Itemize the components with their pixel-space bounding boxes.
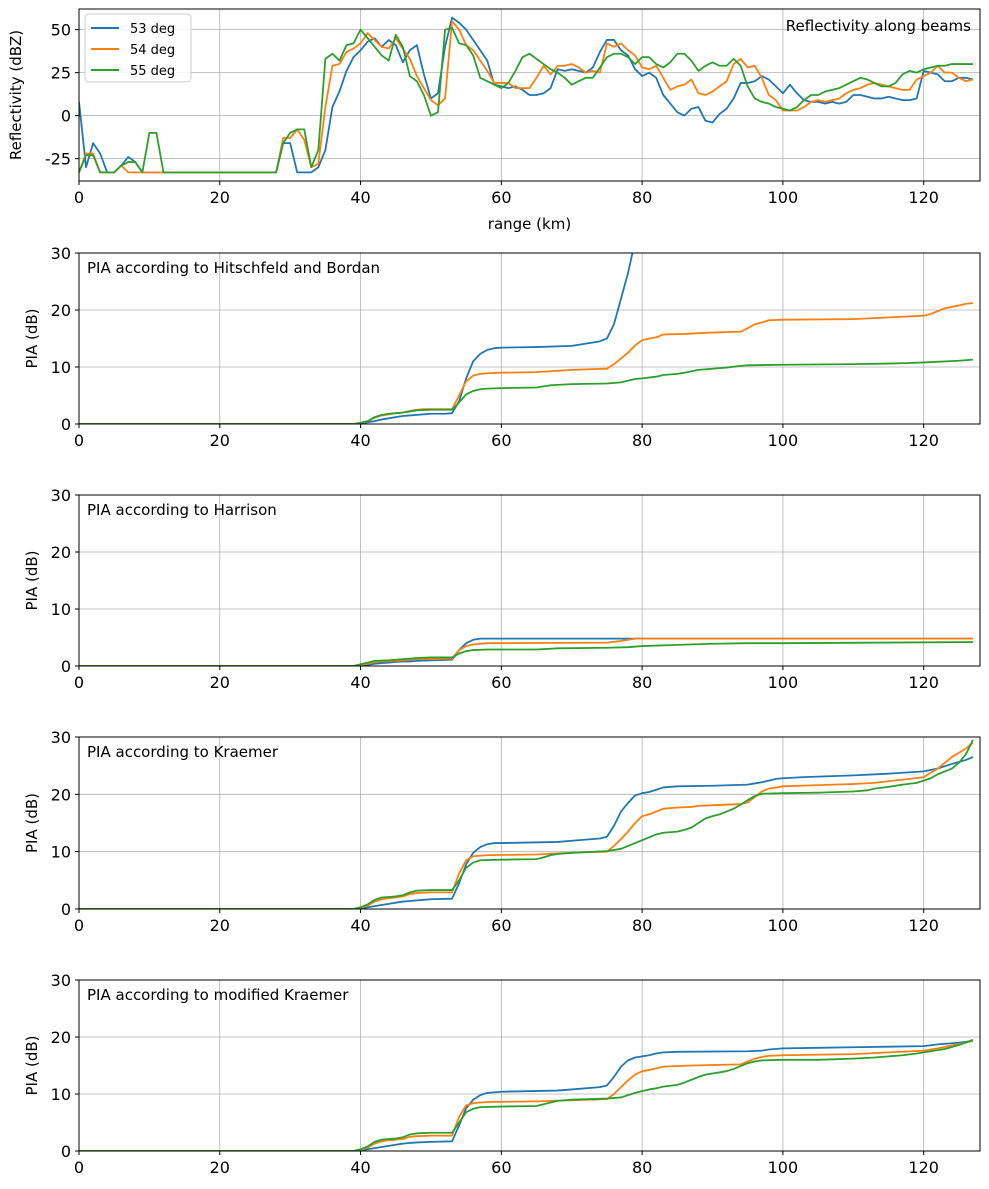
x-tick-label: 0 xyxy=(74,916,84,935)
legend-entry-2: 54 deg xyxy=(130,43,175,58)
y-tick-label: 20 xyxy=(51,785,71,804)
series-line-2 xyxy=(79,1040,974,1151)
series-line-3 xyxy=(79,1039,974,1151)
x-tick-label: 40 xyxy=(350,188,370,207)
x-tick-label: 40 xyxy=(350,431,370,450)
chart-panel-3: 0 20 40 60 80 100 120 0 10 20 30 PIA (dB) PIA accord… xyxy=(23,486,981,692)
y-tick-label: 0 xyxy=(61,1142,71,1161)
x-tick-label: 0 xyxy=(74,188,84,207)
x-tick-label: 60 xyxy=(491,1158,511,1177)
y-axis-label: PIA (dB) xyxy=(23,1035,41,1095)
axes-frame xyxy=(78,8,981,182)
x-tick-label: 120 xyxy=(908,188,939,207)
series-line-3 xyxy=(79,641,973,666)
x-tick-label: 0 xyxy=(74,1158,84,1177)
y-tick-label: 30 xyxy=(51,244,71,263)
y-tick-label: 20 xyxy=(51,543,71,562)
panel-annotation: PIA according to Kraemer xyxy=(87,743,279,761)
axes-frame xyxy=(78,979,981,1152)
y-tick-label: 10 xyxy=(51,358,71,377)
y-axis-label: PIA (dB) xyxy=(23,550,41,610)
x-tick-label: 120 xyxy=(908,1158,939,1177)
y-tick-label: 0 xyxy=(61,900,71,919)
chart-panel-5: 0 20 40 60 80 100 120 0 10 20 30 PIA (dB) PIA accord… xyxy=(23,971,981,1177)
y-axis-label: PIA (dB) xyxy=(23,308,41,368)
y-tick-label: 10 xyxy=(51,600,71,619)
y-axis-label: PIA (dB) xyxy=(23,793,41,853)
chart-panel-2: 0 20 40 60 80 100 120 0 10 20 30 PIA (dB) PIA accord… xyxy=(23,244,981,450)
x-tick-label: 80 xyxy=(632,1158,652,1177)
series-line-3 xyxy=(79,739,974,909)
y-axis-label: Reflectivity (dBZ) xyxy=(7,30,25,160)
x-tick-label: 80 xyxy=(632,916,652,935)
x-tick-label: 100 xyxy=(768,188,799,207)
panel-annotation: Reflectivity along beams xyxy=(786,17,971,35)
axes-frame xyxy=(78,736,981,910)
y-tick-label: 20 xyxy=(51,301,71,320)
x-tick-label: 0 xyxy=(74,431,84,450)
x-tick-label: 80 xyxy=(632,673,652,692)
series-line-1 xyxy=(79,637,973,666)
axes-frame xyxy=(78,252,981,425)
x-tick-label: 60 xyxy=(491,431,511,450)
y-tick-label: 0 xyxy=(61,107,71,126)
x-tick-label: 100 xyxy=(768,916,799,935)
y-tick-label: 30 xyxy=(51,971,71,990)
y-tick-label: 25 xyxy=(51,64,71,83)
chart-panel-4: 0 20 40 60 80 100 120 0 10 20 30 PIA (dB) PIA accord… xyxy=(23,728,981,935)
x-tick-label: 120 xyxy=(908,673,939,692)
x-tick-label: 60 xyxy=(491,916,511,935)
x-tick-label: 100 xyxy=(768,1158,799,1177)
x-tick-label: 120 xyxy=(908,916,939,935)
y-tick-label: -25 xyxy=(45,150,71,169)
legend-box xyxy=(84,13,192,83)
x-tick-label: 80 xyxy=(632,188,652,207)
legend: 53 deg 54 deg 55 deg xyxy=(84,13,192,83)
legend-entry-3: 55 deg xyxy=(130,64,175,79)
y-tick-label: 20 xyxy=(51,1028,71,1047)
y-tick-label: 10 xyxy=(51,843,71,862)
x-tick-label: 80 xyxy=(632,431,652,450)
panel-annotation: PIA according to Hitschfeld and Bordan xyxy=(87,259,380,277)
x-tick-label: 20 xyxy=(210,673,230,692)
panel-annotation: PIA according to Harrison xyxy=(87,501,277,519)
panel-annotation: PIA according to modified Kraemer xyxy=(87,986,349,1004)
x-tick-label: 120 xyxy=(908,431,939,450)
series-line-2 xyxy=(79,742,974,909)
x-tick-label: 60 xyxy=(491,673,511,692)
legend-entry-1: 53 deg xyxy=(130,22,175,37)
series-line-2 xyxy=(79,637,973,666)
x-tick-label: 100 xyxy=(768,673,799,692)
axes-frame xyxy=(78,494,981,667)
y-tick-label: 0 xyxy=(61,657,71,676)
y-tick-label: 0 xyxy=(61,415,71,434)
x-tick-label: 60 xyxy=(491,188,511,207)
series-line-3 xyxy=(79,27,973,174)
series-line-2 xyxy=(79,20,974,174)
series-line-1 xyxy=(79,1040,974,1151)
x-tick-label: 40 xyxy=(350,1158,370,1177)
x-tick-label: 100 xyxy=(768,431,799,450)
y-tick-label: 50 xyxy=(51,21,71,40)
x-axis-label: range (km) xyxy=(488,215,571,233)
x-tick-label: 0 xyxy=(74,673,84,692)
x-tick-label: 20 xyxy=(210,431,230,450)
x-tick-label: 40 xyxy=(350,673,370,692)
x-tick-label: 20 xyxy=(210,916,230,935)
series-line-1 xyxy=(79,756,974,909)
y-tick-label: 30 xyxy=(51,486,71,505)
x-tick-label: 40 xyxy=(350,916,370,935)
y-tick-label: 10 xyxy=(51,1085,71,1104)
series-line-3 xyxy=(79,358,974,424)
x-tick-label: 20 xyxy=(210,188,230,207)
series-line-1 xyxy=(79,16,974,174)
x-tick-label: 20 xyxy=(210,1158,230,1177)
y-tick-label: 30 xyxy=(51,728,71,747)
